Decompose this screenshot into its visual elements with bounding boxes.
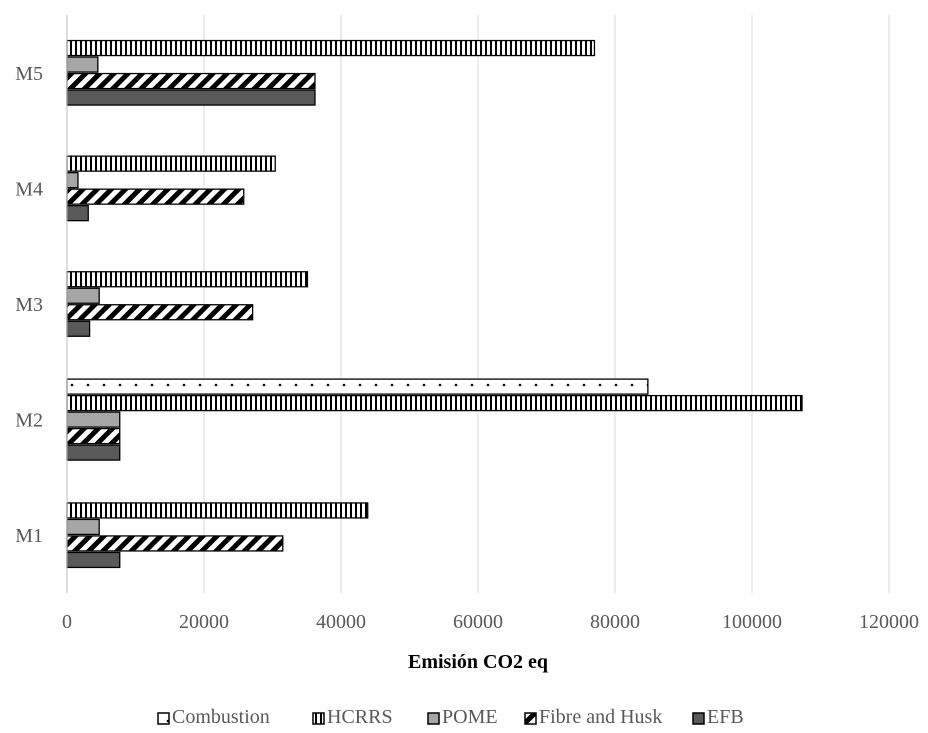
x-tick-label: 100000 bbox=[722, 611, 782, 633]
bar-combustion-m2 bbox=[66, 378, 649, 395]
legend-label: Combustion bbox=[172, 706, 270, 728]
legend-item: EFB bbox=[692, 706, 744, 728]
legend-swatch bbox=[427, 712, 440, 725]
legend-item: Fibre and Husk bbox=[524, 706, 662, 728]
bar-fibre-and-husk-m4 bbox=[66, 188, 245, 205]
legend: Combustion HCRRS POME Fibre and Husk EFB bbox=[157, 706, 744, 728]
bar-hcrrs-m5 bbox=[66, 39, 596, 57]
bars bbox=[66, 39, 803, 569]
x-tick-label: 20000 bbox=[179, 611, 229, 633]
bar-efb-m3 bbox=[66, 320, 91, 337]
category-label: M5 bbox=[15, 63, 43, 85]
gridlines bbox=[203, 15, 890, 593]
bar-pome-m2 bbox=[66, 411, 121, 428]
x-tick-labels: 0 20000 40000 60000 80000 100000 120000 bbox=[62, 611, 919, 633]
bar-hcrrs-m2 bbox=[66, 394, 803, 412]
bar-hcrrs-m1 bbox=[66, 502, 369, 519]
bar-efb-m2 bbox=[66, 444, 121, 461]
bar-fibre-and-husk-m3 bbox=[66, 304, 254, 321]
x-tick-label: 0 bbox=[62, 611, 72, 633]
legend-item: POME bbox=[427, 706, 498, 728]
x-tick-label: 60000 bbox=[453, 611, 503, 633]
bar-hcrrs-m3 bbox=[66, 271, 309, 288]
bar-pome-m3 bbox=[66, 287, 100, 304]
legend-item: Combustion bbox=[157, 706, 270, 728]
x-tick-label: 120000 bbox=[859, 611, 919, 633]
category-labels: M1 M2 M3 M4 M5 bbox=[15, 63, 43, 547]
legend-swatch bbox=[312, 712, 325, 725]
bar-fibre-and-husk-m2 bbox=[66, 427, 121, 445]
legend-swatch bbox=[692, 712, 705, 725]
legend-swatch bbox=[157, 712, 170, 725]
category-label: M2 bbox=[15, 410, 43, 432]
bar-pome-m5 bbox=[66, 56, 99, 73]
bar-efb-m1 bbox=[66, 551, 121, 569]
legend-item: HCRRS bbox=[312, 706, 393, 728]
x-axis-title: Emisión CO2 eq bbox=[408, 651, 548, 673]
bar-efb-m4 bbox=[66, 204, 89, 222]
x-tick-label: 40000 bbox=[316, 611, 366, 633]
bar-pome-m1 bbox=[66, 518, 100, 536]
bar-efb-m5 bbox=[66, 89, 316, 106]
legend-label: EFB bbox=[707, 706, 744, 728]
legend-label: POME bbox=[442, 706, 498, 728]
bar-fibre-and-husk-m5 bbox=[66, 72, 316, 90]
bar-hcrrs-m4 bbox=[66, 155, 276, 172]
category-label: M1 bbox=[15, 525, 43, 547]
x-tick-label: 80000 bbox=[590, 611, 640, 633]
legend-label: HCRRS bbox=[327, 706, 393, 728]
bar-fibre-and-husk-m1 bbox=[66, 535, 284, 552]
bar-pome-m4 bbox=[66, 171, 79, 189]
category-label: M3 bbox=[15, 294, 43, 316]
category-label: M4 bbox=[15, 178, 43, 200]
legend-swatch bbox=[524, 712, 537, 725]
legend-label: Fibre and Husk bbox=[539, 706, 662, 728]
